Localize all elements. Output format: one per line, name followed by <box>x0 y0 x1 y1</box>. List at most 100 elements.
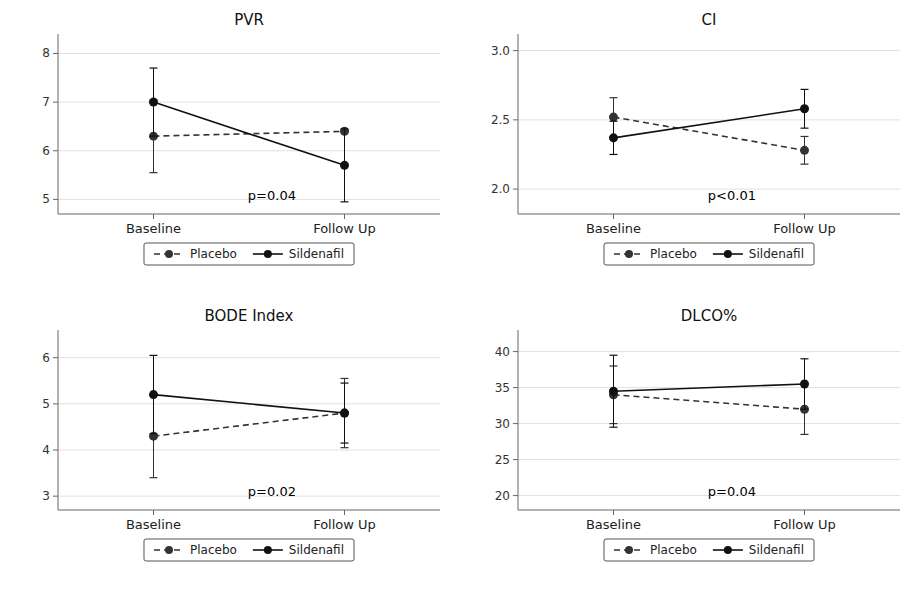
chart-title: CI <box>702 11 717 29</box>
error-bar <box>341 129 349 202</box>
grid-line <box>58 53 440 54</box>
error-cap <box>150 355 158 356</box>
error-cap <box>341 447 349 448</box>
series-marker <box>340 409 349 418</box>
chart-title: PVR <box>234 11 264 29</box>
y-axis-line <box>518 330 519 510</box>
y-tick <box>513 459 518 460</box>
series-marker <box>149 390 158 399</box>
error-bar <box>150 68 158 136</box>
series-marker <box>609 133 618 142</box>
x-tick-label: Baseline <box>586 221 641 236</box>
y-tick <box>513 423 518 424</box>
legend: Placebo Sildenafil <box>144 243 354 265</box>
error-cap <box>610 355 618 356</box>
legend-label: Sildenafil <box>289 247 344 261</box>
error-cap <box>341 378 349 379</box>
y-tick <box>513 50 518 51</box>
legend-item: Placebo <box>614 543 697 557</box>
legend-box <box>144 539 354 561</box>
error-cap <box>610 121 618 122</box>
grid-line <box>58 150 440 151</box>
series-marker <box>800 380 809 389</box>
error-cap <box>801 128 809 129</box>
x-tick <box>804 214 805 219</box>
error-bar <box>150 355 158 433</box>
legend-label: Placebo <box>650 247 697 261</box>
error-cap <box>341 382 349 383</box>
grid-line <box>58 450 440 451</box>
series-line <box>614 395 805 409</box>
x-axis-line <box>518 510 900 511</box>
legend-box <box>604 539 814 561</box>
y-tick <box>513 119 518 120</box>
y-axis-line <box>58 34 59 214</box>
error-cap <box>610 427 618 428</box>
legend-item: Sildenafil <box>713 247 804 261</box>
legend-item: Sildenafil <box>253 247 344 261</box>
x-tick-label: Follow Up <box>313 517 376 532</box>
x-tick <box>153 510 154 515</box>
grid-line <box>518 119 900 120</box>
grid-line <box>518 459 900 460</box>
legend-label: Sildenafil <box>289 543 344 557</box>
y-axis-line <box>58 330 59 510</box>
legend-marker <box>724 250 732 258</box>
grid-line <box>518 423 900 424</box>
y-tick <box>513 189 518 190</box>
series-marker <box>800 146 809 155</box>
series-marker <box>340 409 349 418</box>
y-tick <box>53 150 58 151</box>
legend: PlaceboSildenafil <box>144 539 354 561</box>
legend-marker <box>625 250 633 258</box>
error-cap <box>341 128 349 129</box>
legend-item: Sildenafil <box>713 543 804 557</box>
x-tick-label: Follow Up <box>313 221 376 236</box>
y-tick <box>53 199 58 200</box>
legend-label: Sildenafil <box>749 543 804 557</box>
data-area <box>609 89 809 164</box>
legend-item: Placebo <box>614 247 697 261</box>
grid-line <box>518 351 900 352</box>
y-tick <box>53 496 58 497</box>
error-cap <box>801 358 809 359</box>
y-tick-label: 7 <box>42 95 50 109</box>
chart-title: BODE Index <box>205 307 294 325</box>
annotation: p=0.04 <box>248 188 296 203</box>
legend-label: Placebo <box>190 247 237 261</box>
series-line <box>154 102 345 165</box>
y-tick <box>513 495 518 496</box>
x-tick-label: Baseline <box>126 221 181 236</box>
error-bar <box>341 378 349 447</box>
legend-marker <box>165 250 173 258</box>
error-bar <box>801 89 809 128</box>
y-tick-label: 6 <box>42 144 50 158</box>
chart-title: DLCO% <box>681 307 737 325</box>
legend-label: Sildenafil <box>749 247 804 261</box>
legend-item: Sildenafil <box>253 543 344 557</box>
grid-line <box>58 357 440 358</box>
panel: 2.02.53.0BaselineFollow UpCIp<0.01Placeb… <box>491 11 900 265</box>
x-axis-line <box>518 214 900 215</box>
legend-box <box>144 243 354 265</box>
legend-marker <box>625 546 633 554</box>
data-area <box>149 68 349 202</box>
series-marker <box>609 113 618 122</box>
y-tick-label: 20 <box>495 489 510 503</box>
x-tick <box>344 214 345 219</box>
x-tick-label: Follow Up <box>773 221 836 236</box>
legend-item: Placebo <box>154 247 237 261</box>
y-tick-label: 6 <box>42 351 50 365</box>
annotation: p<0.01 <box>708 188 756 203</box>
grid-line <box>518 50 900 51</box>
legend: Placebo Sildenafil <box>604 539 814 561</box>
legend: Placebo Sildenafil <box>604 243 814 265</box>
legend-box <box>604 243 814 265</box>
series-marker <box>800 104 809 113</box>
y-tick-label: 2.5 <box>491 113 510 127</box>
panel: 5678BaselineFollow UpPVRp=0.04PlaceboSil… <box>42 11 440 265</box>
error-cap <box>610 154 618 155</box>
y-tick-label: 3 <box>42 489 50 503</box>
y-tick <box>53 102 58 103</box>
error-cap <box>341 201 349 202</box>
